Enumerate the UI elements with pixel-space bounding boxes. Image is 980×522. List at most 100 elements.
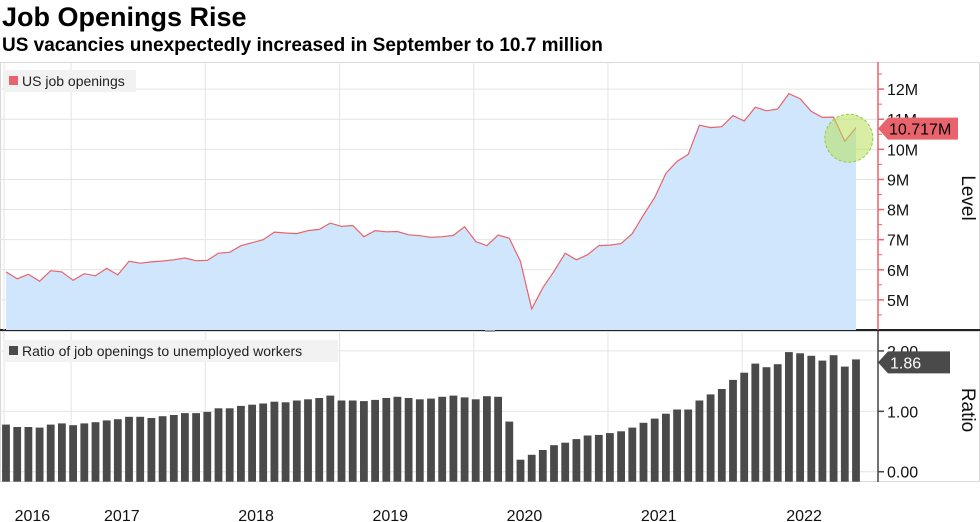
x-tick-label: 2020 [507, 508, 543, 522]
ratio-bar [471, 399, 480, 482]
ratio-bar [583, 435, 592, 482]
ratio-bar [706, 394, 715, 482]
ratio-bar [326, 395, 335, 482]
ratio-bar [46, 424, 55, 482]
ratio-bar [796, 353, 804, 482]
ratio-bar [169, 415, 178, 482]
ratio-bar [684, 409, 693, 482]
ratio-bar [427, 398, 435, 482]
ratio-bar [259, 403, 268, 482]
x-tick-label: 2018 [238, 508, 274, 522]
ratio-bar [69, 425, 77, 482]
ratio-bar [572, 439, 581, 482]
ratio-bar [360, 401, 368, 482]
ratio-bar [113, 419, 122, 482]
lower-legend-swatch [9, 346, 18, 355]
upper-legend[interactable]: US job openings [4, 70, 136, 92]
ratio-bar [136, 416, 145, 482]
ratio-bar [102, 420, 111, 482]
ratio-bar [807, 355, 816, 482]
ratio-bar [237, 405, 245, 482]
y-tick-label: 5M [887, 293, 909, 310]
upper-y-ticks: 5M6M7M8M9M10M11M12M [878, 73, 918, 316]
last-value-label-upper: 10.717M [889, 122, 951, 139]
y-tick-label: 9M [887, 172, 909, 189]
ratio-bar [662, 413, 670, 482]
ratio-bar [594, 434, 603, 482]
ratio-bar [818, 360, 827, 482]
y-tick-label: 12M [887, 82, 918, 99]
ratio-bar [415, 399, 424, 482]
ratio-bar [58, 423, 66, 482]
lower-legend[interactable]: Ratio of job openings to unemployed work… [4, 340, 338, 362]
ratio-bar [292, 400, 301, 482]
ratio-bar [248, 404, 256, 482]
ratio-bar [13, 427, 22, 482]
ratio-bar [382, 398, 391, 482]
chart-title: Job Openings Rise [2, 2, 247, 32]
ratio-bar [438, 396, 447, 482]
y-tick-label: 1.00 [887, 404, 918, 421]
ratio-bar [270, 401, 279, 482]
ratio-bar [673, 409, 681, 482]
ratio-bar [371, 399, 379, 482]
ratio-bar [24, 427, 33, 482]
ratio-bar [483, 396, 491, 482]
ratio-bar [91, 422, 100, 482]
upper-legend-box [4, 70, 136, 92]
lower-y-axis-title: Ratio [957, 388, 978, 432]
ratio-bar [852, 359, 860, 482]
y-tick-label: 8M [887, 203, 909, 220]
ratio-bar [337, 400, 346, 482]
x-tick-label: 2017 [104, 508, 140, 522]
last-value-tag-upper: 10.717M [878, 117, 958, 140]
ratio-bar [762, 367, 771, 482]
ratio-bar [617, 431, 625, 482]
ratio-bar [281, 402, 290, 482]
ratio-bar [717, 389, 726, 482]
ratio-bar [214, 408, 223, 482]
ratio-bar [315, 398, 324, 482]
ratio-bar [304, 399, 312, 482]
ratio-bar [729, 379, 737, 482]
ratio-bar [650, 418, 659, 482]
upper-legend-swatch [9, 76, 18, 85]
last-value-tag-lower: 1.86 [878, 351, 950, 374]
ratio-bar [449, 395, 458, 482]
ratio-bar [695, 400, 704, 482]
job-openings-area [6, 93, 856, 330]
ratio-bar [125, 416, 133, 482]
x-tick-label: 2021 [641, 508, 677, 522]
ratio-bar [840, 366, 849, 482]
x-tick-label: 2019 [372, 508, 408, 522]
y-tick-label: 6M [887, 263, 909, 280]
ratio-bar [393, 396, 402, 482]
ratio-bar [225, 408, 234, 482]
lower-legend-box [4, 340, 338, 362]
ratio-bar [404, 398, 413, 482]
y-tick-label: 0.00 [887, 465, 918, 482]
ratio-bar [460, 397, 469, 482]
y-tick-label: 10M [887, 142, 918, 159]
ratio-bar [550, 445, 558, 482]
ratio-bar [147, 418, 156, 482]
ratio-bar [505, 421, 514, 482]
ratio-bar [773, 364, 782, 482]
job-openings-line [5, 92, 857, 311]
ratio-bar [538, 450, 547, 482]
ratio-bar [158, 416, 167, 482]
x-tick-label: 2016 [15, 508, 51, 522]
ratio-bar [829, 355, 838, 482]
y-tick-label: 7M [887, 233, 909, 250]
lower-legend-label: Ratio of job openings to unemployed work… [22, 343, 302, 359]
ratio-bar [494, 396, 502, 482]
ratio-bars [2, 352, 860, 482]
ratio-bar [80, 423, 89, 482]
x-tick-label: 2022 [786, 508, 822, 522]
upper-y-axis-title: Level [957, 175, 978, 220]
highlight-circle [824, 113, 874, 163]
ratio-bar [192, 413, 200, 482]
last-value-label-lower: 1.86 [890, 355, 921, 372]
upper-legend-label: US job openings [22, 73, 125, 89]
ratio-bar [181, 413, 189, 482]
